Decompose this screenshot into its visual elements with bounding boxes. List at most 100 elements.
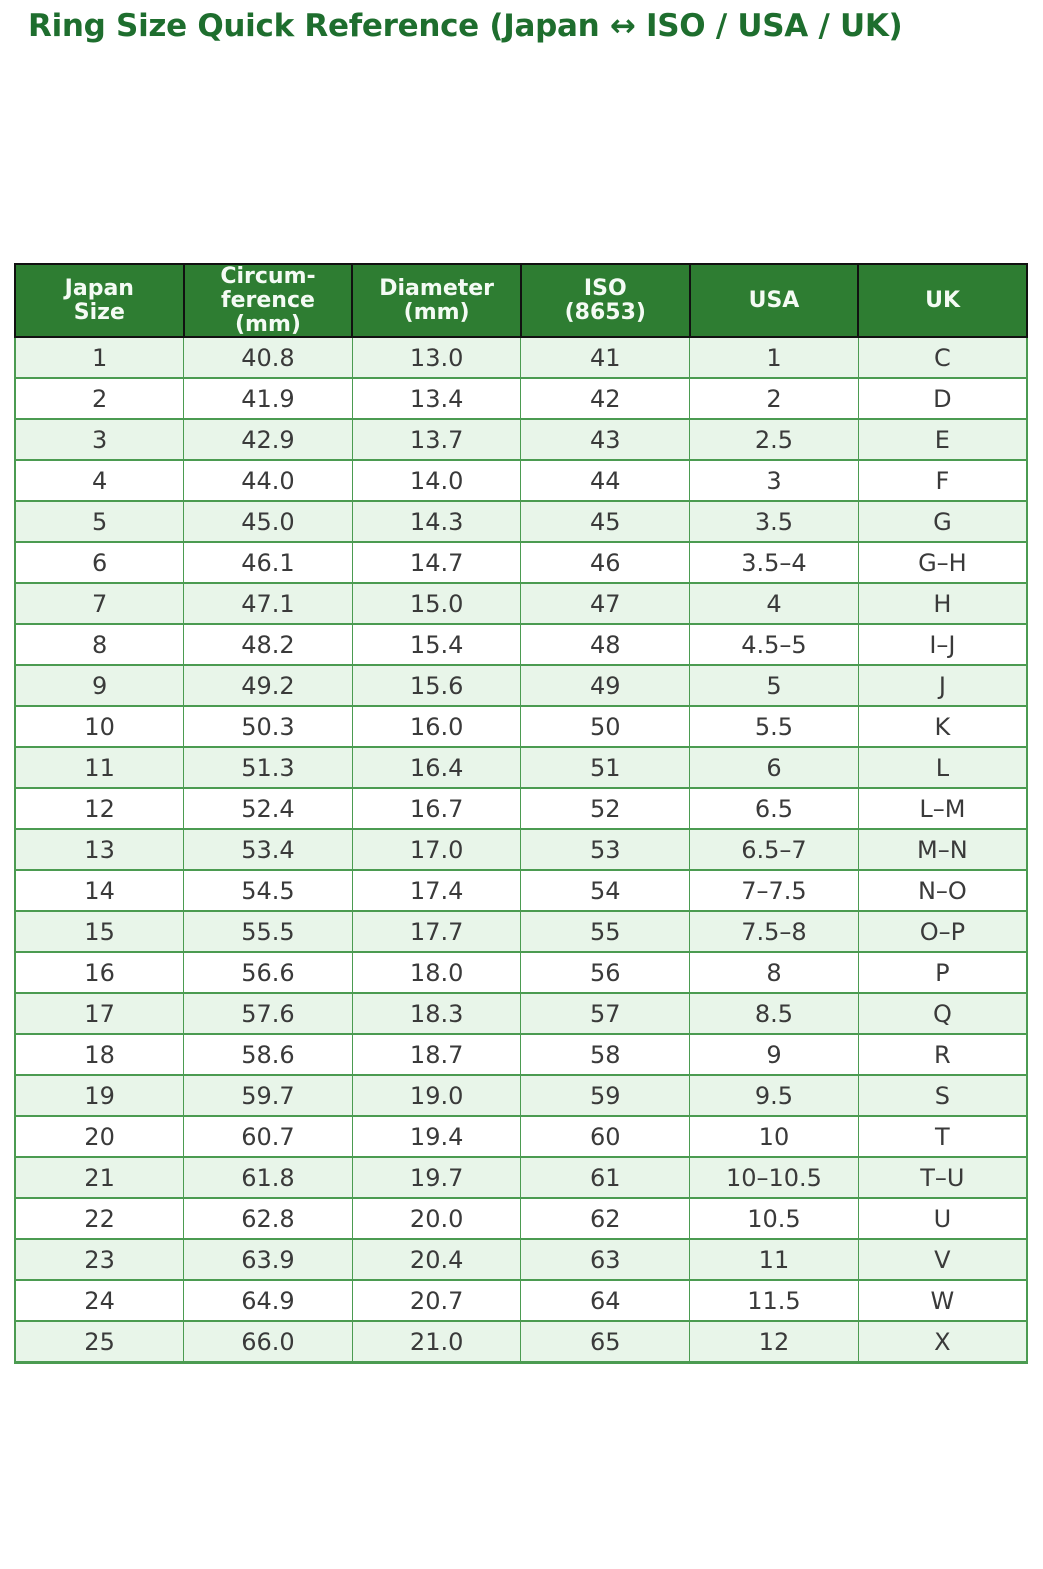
- table-cell: 5.5: [689, 705, 859, 749]
- table-cell: 22: [14, 1197, 185, 1241]
- table-cell: T–U: [857, 1156, 1028, 1200]
- table-cell: 5: [14, 500, 185, 544]
- table-cell: 61.8: [183, 1156, 353, 1200]
- table-cell: T: [857, 1115, 1028, 1159]
- table-row: 21 61.8 19.7 61 10–10.5 T–U: [14, 1156, 1028, 1200]
- table-cell: 47.1: [183, 582, 353, 626]
- table-cell: 65: [520, 1320, 691, 1365]
- table-cell: 58: [520, 1033, 691, 1077]
- table-row: 11 51.3 16.4 51 6 L: [14, 746, 1028, 790]
- table-cell: 19.0: [351, 1074, 522, 1118]
- table-cell: V: [857, 1238, 1028, 1282]
- table-row: 5 45.0 14.3 45 3.5 G: [14, 500, 1028, 544]
- table-cell: 15.4: [351, 623, 522, 667]
- table-cell: 20.0: [351, 1197, 522, 1241]
- table-cell: 1: [14, 336, 185, 380]
- table-cell: 40.8: [183, 336, 353, 380]
- table-cell: 8: [689, 951, 859, 995]
- header-row: Japan Size Circum- ference (mm) Diameter (…: [14, 262, 1028, 339]
- table-cell: 13: [14, 828, 185, 872]
- table-cell: 18: [14, 1033, 185, 1077]
- table-cell: 41.9: [183, 377, 353, 421]
- table-cell: 1: [689, 336, 859, 380]
- table-cell: 3: [14, 418, 185, 462]
- table-row: 6 46.1 14.7 46 3.5–4 G–H: [14, 541, 1028, 585]
- table-cell: 9.5: [689, 1074, 859, 1118]
- table-cell: 6.5–7: [689, 828, 859, 872]
- table-cell: H: [857, 582, 1028, 626]
- table-cell: C: [857, 336, 1028, 380]
- table-cell: 16: [14, 951, 185, 995]
- table-cell: 15.0: [351, 582, 522, 626]
- table-cell: 23: [14, 1238, 185, 1282]
- column-header-diameter: Diameter (mm): [351, 262, 522, 339]
- table-cell: 2.5: [689, 418, 859, 462]
- table-cell: 47: [520, 582, 691, 626]
- table-cell: 8.5: [689, 992, 859, 1036]
- table-row: 13 53.4 17.0 53 6.5–7 M–N: [14, 828, 1028, 872]
- table-cell: 6.5: [689, 787, 859, 831]
- table-row: 10 50.3 16.0 50 5.5 K: [14, 705, 1028, 749]
- table-cell: I–J: [857, 623, 1028, 667]
- table-cell: E: [857, 418, 1028, 462]
- table-cell: 11.5: [689, 1279, 859, 1323]
- table-row: 20 60.7 19.4 60 10 T: [14, 1115, 1028, 1159]
- table-cell: 20.4: [351, 1238, 522, 1282]
- table-cell: 60.7: [183, 1115, 353, 1159]
- table-cell: 44: [520, 459, 691, 503]
- table-cell: 59: [520, 1074, 691, 1118]
- table-cell: 19: [14, 1074, 185, 1118]
- table-cell: 4: [14, 459, 185, 503]
- table-cell: 7–7.5: [689, 869, 859, 913]
- table-cell: 17.7: [351, 910, 522, 954]
- table-cell: 10: [14, 705, 185, 749]
- table-cell: 44.0: [183, 459, 353, 503]
- table-cell: 6: [689, 746, 859, 790]
- table-cell: 12: [689, 1320, 859, 1365]
- table-row: 23 63.9 20.4 63 11 V: [14, 1238, 1028, 1282]
- table-cell: 51.3: [183, 746, 353, 790]
- table-cell: 9: [689, 1033, 859, 1077]
- table-row: 16 56.6 18.0 56 8 P: [14, 951, 1028, 995]
- table-cell: 59.7: [183, 1074, 353, 1118]
- table-row: 15 55.5 17.7 55 7.5–8 O–P: [14, 910, 1028, 954]
- table-cell: 2: [689, 377, 859, 421]
- table-header: Japan Size Circum- ference (mm) Diameter (…: [14, 262, 1028, 339]
- table-body: 1 40.8 13.0 41 1 C 2 41.9 13.4 42 2 D 3 42.9 13.7 43 2.5…: [14, 336, 1028, 1365]
- table-cell: 41: [520, 336, 691, 380]
- table-cell: 56.6: [183, 951, 353, 995]
- table-cell: 10: [689, 1115, 859, 1159]
- table-cell: 15.6: [351, 664, 522, 708]
- table-cell: 51: [520, 746, 691, 790]
- table-cell: X: [857, 1320, 1028, 1365]
- table-cell: 50.3: [183, 705, 353, 749]
- table-cell: 9: [14, 664, 185, 708]
- table-cell: 53: [520, 828, 691, 872]
- table-cell: J: [857, 664, 1028, 708]
- table-row: 8 48.2 15.4 48 4.5–5 I–J: [14, 623, 1028, 667]
- table-cell: 46: [520, 541, 691, 585]
- table-cell: 45.0: [183, 500, 353, 544]
- table-row: 25 66.0 21.0 65 12 X: [14, 1320, 1028, 1365]
- table-cell: 63.9: [183, 1238, 353, 1282]
- table-row: 24 64.9 20.7 64 11.5 W: [14, 1279, 1028, 1323]
- table-cell: 14.3: [351, 500, 522, 544]
- table-cell: 60: [520, 1115, 691, 1159]
- table-cell: 20: [14, 1115, 185, 1159]
- table-cell: 20.7: [351, 1279, 522, 1323]
- table-cell: 11: [14, 746, 185, 790]
- table-cell: 6: [14, 541, 185, 585]
- table-row: 1 40.8 13.0 41 1 C: [14, 336, 1028, 380]
- table-row: 12 52.4 16.7 52 6.5 L–M: [14, 787, 1028, 831]
- table-cell: 45: [520, 500, 691, 544]
- column-header-circum: Circum- ference (mm): [182, 262, 354, 339]
- table-cell: L: [857, 746, 1028, 790]
- table-cell: 17: [14, 992, 185, 1036]
- table-cell: 4.5–5: [689, 623, 859, 667]
- table-cell: 53.4: [183, 828, 353, 872]
- table-cell: R: [857, 1033, 1028, 1077]
- table-cell: 19.4: [351, 1115, 522, 1159]
- table-cell: 66.0: [183, 1320, 353, 1365]
- table-cell: 12: [14, 787, 185, 831]
- table-row: 2 41.9 13.4 42 2 D: [14, 377, 1028, 421]
